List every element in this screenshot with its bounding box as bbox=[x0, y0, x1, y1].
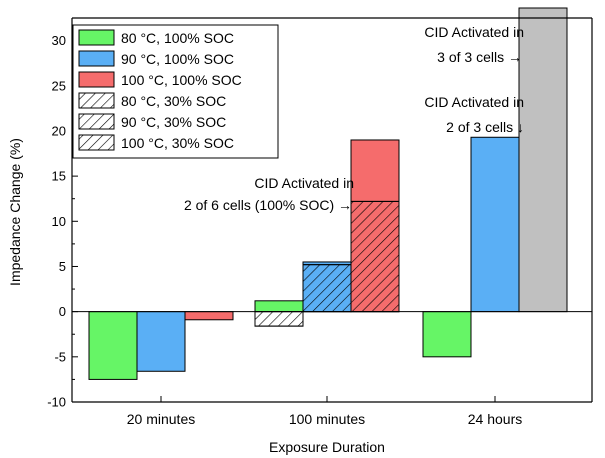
svg-text:CID Activated in: CID Activated in bbox=[254, 175, 354, 191]
bars-layer bbox=[88, 7, 568, 380]
y-tick-label: 0 bbox=[59, 304, 66, 319]
x-tick-label: 20 minutes bbox=[127, 411, 195, 427]
legend-swatch-hatch bbox=[78, 92, 115, 109]
legend-label: 100 °C, 100% SOC bbox=[121, 72, 242, 88]
y-tick-label: -5 bbox=[54, 349, 66, 364]
legend-swatch bbox=[78, 50, 115, 67]
bar-80c-30soc-1-hatch bbox=[254, 311, 304, 327]
y-tick-label: 30 bbox=[52, 33, 66, 48]
legend-label: 80 °C, 30% SOC bbox=[121, 93, 226, 109]
annotation-cid-100min: CID Activated in 2 of 6 cells (100% SOC)… bbox=[184, 175, 354, 213]
bar-cid-24h bbox=[518, 7, 568, 313]
y-tick-label: 15 bbox=[52, 169, 66, 184]
y-tick-label: 5 bbox=[59, 259, 66, 274]
bar-80c-100soc-1 bbox=[254, 300, 304, 313]
legend-swatch bbox=[78, 29, 115, 46]
annotation-cid-2of3: CID Activated in 2 of 3 cells ↓ bbox=[424, 94, 524, 135]
x-tick-label: 24 hours bbox=[468, 411, 522, 427]
svg-text:2 of 3 cells ↓: 2 of 3 cells ↓ bbox=[446, 119, 524, 135]
legend-label: 90 °C, 30% SOC bbox=[121, 114, 226, 130]
x-tick-label: 100 minutes bbox=[289, 411, 365, 427]
legend-label: 100 °C, 30% SOC bbox=[121, 135, 234, 151]
bar-90c-30soc-1-hatch bbox=[302, 264, 352, 313]
legend-box bbox=[72, 24, 279, 159]
bar-80c-100soc-2 bbox=[422, 311, 472, 358]
legend-swatch bbox=[78, 71, 115, 88]
y-axis-label: Impedance Change (%) bbox=[7, 138, 23, 286]
legend-swatch-hatch bbox=[78, 134, 115, 151]
legend: 80 °C, 100% SOC 90 °C, 100% SOC 100 °C, 10… bbox=[72, 24, 279, 159]
svg-text:CID Activated in: CID Activated in bbox=[424, 94, 524, 110]
bar-100c-30soc-1-hatch bbox=[350, 200, 400, 313]
bar-80c-100soc-0 bbox=[88, 311, 138, 380]
svg-text:3 of 3 cells →: 3 of 3 cells → bbox=[437, 49, 522, 65]
bar-90c-100soc-2 bbox=[470, 136, 520, 313]
y-tick-label: 10 bbox=[52, 214, 66, 229]
y-tick-label: -10 bbox=[47, 395, 66, 410]
legend-label: 80 °C, 100% SOC bbox=[121, 30, 234, 46]
x-axis-label: Exposure Duration bbox=[269, 439, 385, 455]
bar-100c-100soc-0 bbox=[184, 311, 234, 321]
svg-text:2 of 6 cells (100% SOC) →: 2 of 6 cells (100% SOC) → bbox=[184, 197, 352, 213]
annotation-cid-3of3: CID Activated in 3 of 3 cells → bbox=[424, 24, 524, 65]
svg-text:CID Activated in: CID Activated in bbox=[424, 24, 524, 40]
y-tick-label: 25 bbox=[52, 78, 66, 93]
y-tick-label: 20 bbox=[52, 123, 66, 138]
axes-layer: -10 -5 0 5 10 15 20 25 30 20 minutes 100 minutes 24… bbox=[47, 17, 593, 427]
legend-swatch-hatch bbox=[78, 113, 115, 130]
legend-label: 90 °C, 100% SOC bbox=[121, 51, 234, 67]
bar-90c-100soc-0 bbox=[136, 311, 186, 372]
